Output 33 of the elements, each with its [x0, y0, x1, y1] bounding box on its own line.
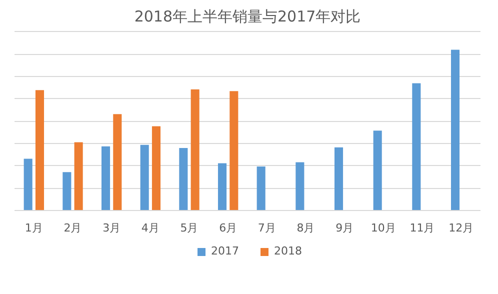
- x-tick-label: 5月: [180, 222, 198, 234]
- bar: [450, 50, 460, 210]
- x-tick-label: 4月: [141, 222, 160, 234]
- bar: [179, 148, 188, 210]
- x-tick-label: 6月: [219, 222, 238, 234]
- bar: [218, 163, 227, 210]
- x-tick-label: 3月: [102, 222, 121, 234]
- bar: [24, 158, 32, 210]
- bar: [230, 91, 238, 210]
- bar: [35, 90, 44, 210]
- bar: [74, 142, 83, 210]
- x-tick-label: 7月: [258, 222, 276, 234]
- x-tick-label: 9月: [336, 222, 354, 234]
- x-tick-label: 2月: [64, 222, 82, 234]
- legend-label: 2018: [274, 244, 302, 258]
- bar: [140, 144, 149, 210]
- x-tick-label: 10月: [370, 222, 396, 234]
- bar: [256, 166, 266, 210]
- x-tick-label: 11月: [410, 222, 435, 234]
- x-tick-label: 1月: [24, 222, 43, 234]
- bar: [113, 114, 122, 210]
- bar: [101, 146, 110, 210]
- chart-title: 2018年上半年销量与2017年对比: [134, 8, 361, 26]
- bar: [412, 83, 421, 210]
- bar: [373, 130, 382, 210]
- bar: [190, 89, 200, 210]
- bar: [296, 162, 304, 210]
- x-tick-label: 12月: [448, 222, 474, 234]
- bar: [62, 172, 72, 210]
- legend-label: 2017: [211, 244, 239, 258]
- bar: [152, 126, 161, 210]
- x-tick-label: 8月: [296, 222, 315, 234]
- bar: [334, 147, 344, 210]
